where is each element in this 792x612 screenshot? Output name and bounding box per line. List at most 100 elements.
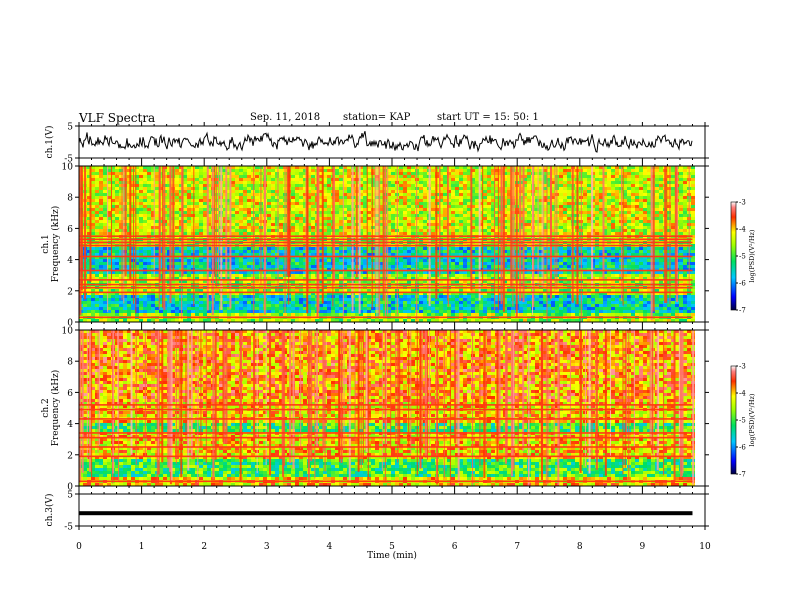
spectrogram-cell (343, 166, 347, 169)
spectrogram-cell (523, 220, 527, 223)
spectrogram-cell (419, 208, 423, 211)
spectrogram-cell (135, 193, 139, 196)
spectrogram-cell (403, 253, 407, 256)
spectrogram-cell (463, 214, 467, 217)
spectrogram-cell (127, 166, 131, 169)
spectrogram-cell (251, 190, 255, 193)
spectrogram-cell (615, 250, 619, 253)
spectrogram-cell (255, 190, 259, 193)
spectrogram-cell (111, 199, 115, 202)
spectrogram-cell (311, 184, 315, 187)
spectrogram-cell (507, 259, 511, 262)
spectrogram-cell (463, 247, 467, 250)
spectrogram-cell (271, 196, 275, 199)
spectrogram-cell (183, 256, 187, 259)
spectrogram-cell (479, 229, 483, 232)
spectrogram-cell (339, 196, 343, 199)
spectrogram-cell (139, 169, 143, 172)
spectrogram-cell (255, 217, 259, 220)
spectrogram-cell (231, 226, 235, 229)
spectrogram-cell (603, 196, 607, 199)
spectrogram-cell (683, 196, 687, 199)
spectrogram-cell (647, 226, 651, 229)
spectrogram-cell (151, 214, 155, 217)
spectrogram-cell (107, 175, 111, 178)
spectrogram-cell (643, 205, 647, 208)
spectrogram-cell (243, 250, 247, 253)
spectrogram-cell (583, 256, 587, 259)
spectrogram-cell (255, 196, 259, 199)
spectrogram-cell (419, 169, 423, 172)
spectrogram-cell (659, 229, 663, 232)
spectrogram-cell (623, 202, 627, 205)
spectrogram-cell (363, 256, 367, 259)
spectrogram-cell (447, 211, 451, 214)
spectrogram-cell (431, 256, 435, 259)
spectrogram-cell (547, 211, 551, 214)
spectrogram-cell (659, 208, 663, 211)
spectrogram-cell (319, 253, 323, 256)
spectrogram-cell (187, 172, 191, 175)
spectrogram-cell (295, 208, 299, 211)
spectrogram-cell (367, 253, 371, 256)
spectrogram-cell (191, 199, 195, 202)
spectrogram-cell (335, 214, 339, 217)
spectrogram-cell (691, 247, 695, 250)
spectrogram-cell (387, 220, 391, 223)
spectrogram-cell (643, 178, 647, 181)
spectrogram-cell (659, 166, 663, 169)
spectrogram-cell (103, 172, 107, 175)
spectrogram-cell (439, 223, 443, 226)
spectrogram-cell (119, 205, 123, 208)
spectrogram-cell (595, 229, 599, 232)
spectrogram-cell (539, 211, 543, 214)
spectrogram-cell (155, 226, 159, 229)
spectrogram-cell (135, 226, 139, 229)
spectrogram-cell (583, 232, 587, 235)
spectrogram-cell (379, 229, 383, 232)
spectrogram-cell (643, 181, 647, 184)
spectrogram-cell (599, 247, 603, 250)
spectrogram-cell (439, 190, 443, 193)
spectrogram-cell (195, 169, 199, 172)
spectrogram-cell (167, 193, 171, 196)
spectrogram-cell (159, 259, 163, 262)
spectrogram-cell (227, 190, 231, 193)
spectrogram-cell (595, 199, 599, 202)
spectrogram-cell (147, 181, 151, 184)
spectrogram-cell (199, 205, 203, 208)
spectrogram-cell (627, 208, 631, 211)
spectrogram-cell (619, 175, 623, 178)
spectrogram-cell (127, 184, 131, 187)
spectrogram-cell (399, 211, 403, 214)
spectrogram-cell (319, 226, 323, 229)
spectrogram-cell (107, 253, 111, 256)
spectrogram-cell (207, 214, 211, 217)
spectrogram-cell (603, 232, 607, 235)
spectrogram-cell (487, 229, 491, 232)
spectrogram-cell (451, 226, 455, 229)
spectrogram-cell (239, 250, 243, 253)
spectrogram-cell (155, 211, 159, 214)
spectrogram-cell (147, 184, 151, 187)
spectrogram-cell (371, 214, 375, 217)
spectrogram-cell (291, 202, 295, 205)
spectrogram-cell (655, 184, 659, 187)
spectrogram-cell (99, 169, 103, 172)
spectrogram-cell (647, 259, 651, 262)
spectrogram-cell (307, 211, 311, 214)
spectrogram-cell (291, 253, 295, 256)
spectrogram-cell (403, 175, 407, 178)
spectrogram-cell (607, 232, 611, 235)
spectrogram-cell (683, 229, 687, 232)
spectrogram-cell (107, 262, 111, 265)
spectrogram-cell (659, 199, 663, 202)
spectrogram-cell (447, 193, 451, 196)
spectrogram-cell (659, 181, 663, 184)
spectrogram-cell (447, 226, 451, 229)
spectrogram-cell (431, 259, 435, 262)
spectrogram-cell (303, 253, 307, 256)
spectrogram-cell (559, 217, 563, 220)
spectrogram-cell (503, 232, 507, 235)
spectrogram-cell (371, 184, 375, 187)
